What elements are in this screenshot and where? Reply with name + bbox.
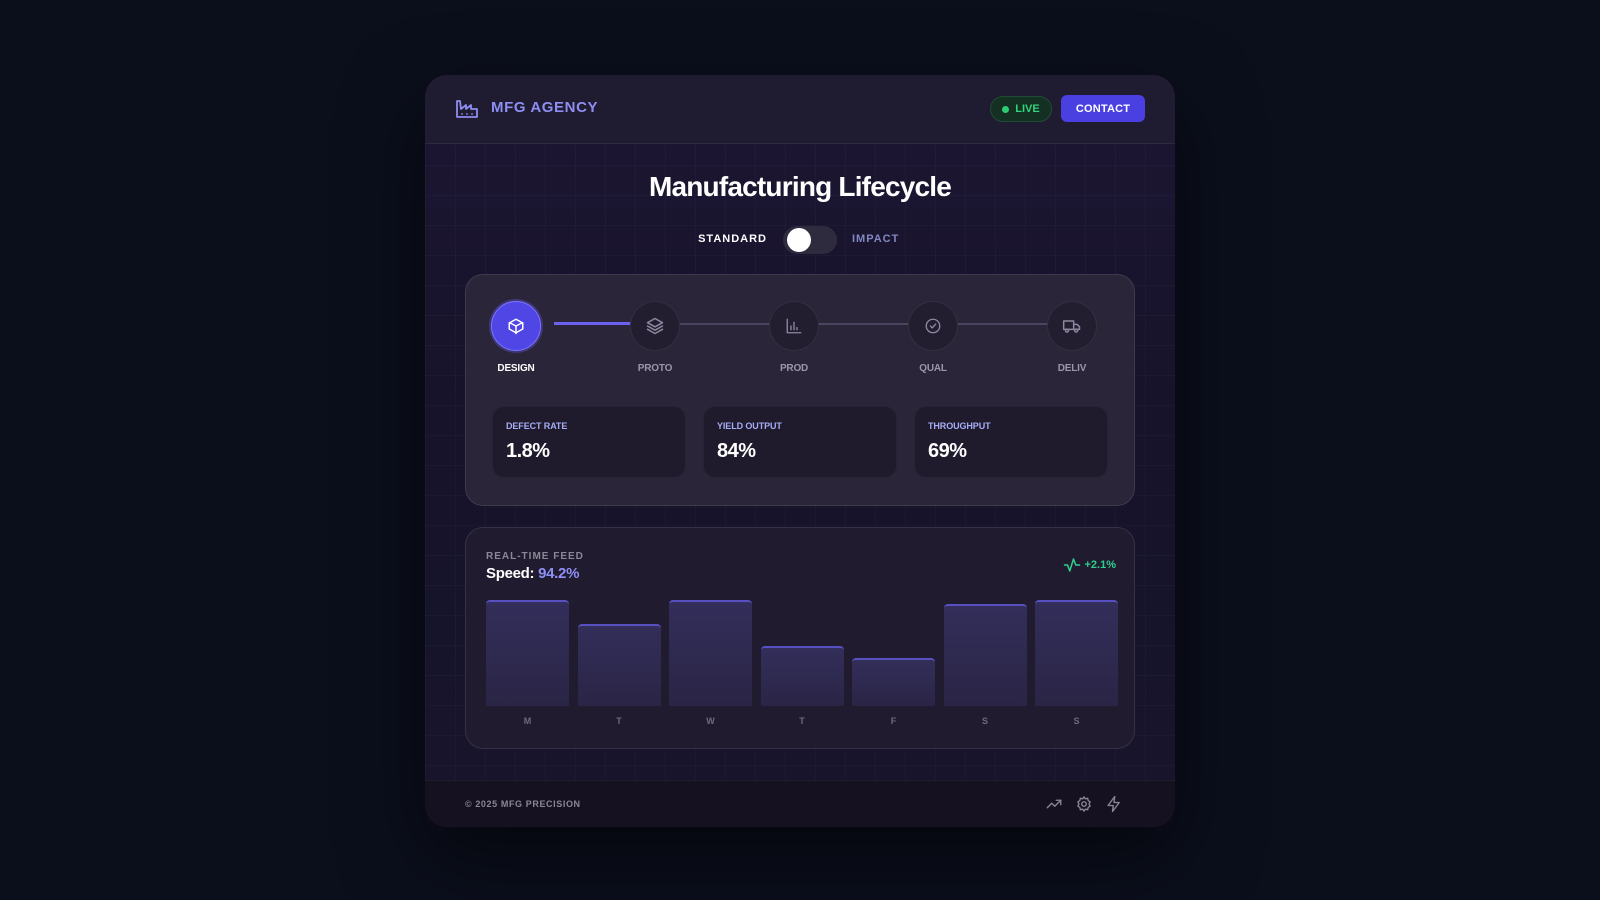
- metric-value: 84%: [717, 440, 756, 462]
- metric-card-throughput: THROUGHPUT 69%: [914, 406, 1108, 478]
- metric-value: 1.8%: [506, 440, 550, 462]
- truck-icon: [1062, 320, 1081, 333]
- step-proto-circle[interactable]: [630, 301, 680, 351]
- step-deliv[interactable]: DELIV: [1022, 301, 1122, 374]
- speed-readout: Speed: 94.2%: [486, 565, 579, 582]
- chart-bar: [1035, 600, 1118, 706]
- step-label: DELIV: [1057, 363, 1087, 374]
- metric-label: DEFECT RATE: [506, 421, 568, 431]
- chart-x-tick-label: F: [890, 716, 897, 726]
- step-label: PROD: [779, 363, 809, 374]
- step-design[interactable]: DESIGN: [466, 301, 566, 374]
- live-dot-icon: [1002, 105, 1010, 113]
- step-label: DESIGN: [497, 363, 535, 374]
- chart-x-tick-label: S: [981, 716, 988, 726]
- app-card: MFG AGENCY LIVE CONTACT Manufacturing Li…: [425, 75, 1175, 827]
- cube-icon: [508, 318, 524, 335]
- chart-bar: [852, 658, 935, 706]
- zap-icon[interactable]: [1105, 795, 1123, 813]
- settings-icon[interactable]: [1075, 795, 1093, 813]
- chart-bar: [486, 600, 569, 706]
- toggle-knob[interactable]: [787, 228, 811, 252]
- step-label: PROTO: [637, 363, 673, 374]
- toggle-label-impact[interactable]: IMPACT: [852, 233, 900, 245]
- bar-chart-icon: [786, 318, 802, 334]
- speed-label: Speed:: [486, 565, 535, 582]
- chart-x-tick-label: T: [799, 716, 805, 726]
- chart-x-tick-label: S: [1073, 716, 1080, 726]
- chart-x-tick-label: M: [523, 716, 532, 726]
- chart-bar: [760, 646, 844, 706]
- metric-label: THROUGHPUT: [928, 421, 991, 431]
- chart-bar: [669, 600, 752, 706]
- footer: © 2025 MFG PRECISION: [425, 780, 1175, 827]
- step-prod-circle[interactable]: [769, 301, 819, 351]
- step-design-circle[interactable]: [491, 301, 541, 351]
- feed-label: REAL-TIME FEED: [486, 551, 584, 562]
- chart-x-tick-label: W: [706, 716, 715, 726]
- toggle-label-standard[interactable]: STANDARD: [698, 233, 767, 245]
- metric-card-defect-rate: DEFECT RATE 1.8%: [492, 406, 686, 478]
- chart-bar: [943, 604, 1027, 706]
- mode-toggle[interactable]: [783, 226, 837, 254]
- page-title: Manufacturing Lifecycle: [648, 171, 952, 202]
- chart-bar: [577, 624, 661, 706]
- trend-indicator: +2.1%: [1063, 556, 1117, 574]
- factory-icon: [456, 100, 478, 118]
- check-circle-icon: [925, 318, 941, 334]
- live-badge: LIVE: [990, 96, 1052, 122]
- activity-icon: [1063, 558, 1080, 572]
- metric-card-yield-output: YIELD OUTPUT 84%: [703, 406, 897, 478]
- bar-chart: [486, 596, 1118, 706]
- step-qual-circle[interactable]: [908, 301, 958, 351]
- mode-toggle-row: STANDARD IMPACT: [425, 224, 1175, 254]
- step-label: QUAL: [919, 363, 947, 374]
- live-label: LIVE: [1015, 103, 1040, 115]
- contact-button[interactable]: CONTACT: [1061, 95, 1145, 122]
- lifecycle-panel: DESIGN PROTO PROD QU: [465, 274, 1135, 506]
- brand-name[interactable]: MFG AGENCY: [491, 99, 599, 116]
- copyright: © 2025 MFG PRECISION: [465, 799, 581, 809]
- layers-icon: [646, 317, 664, 335]
- trend-value: +2.1%: [1084, 559, 1117, 571]
- chart-x-tick-label: T: [616, 716, 622, 726]
- metric-label: YIELD OUTPUT: [717, 421, 782, 431]
- step-qual[interactable]: QUAL: [883, 301, 983, 374]
- metric-value: 69%: [928, 440, 967, 462]
- lifecycle-progress: [554, 322, 678, 325]
- step-prod[interactable]: PROD: [744, 301, 844, 374]
- trending-up-icon[interactable]: [1045, 795, 1063, 813]
- step-deliv-circle[interactable]: [1047, 301, 1097, 351]
- speed-value: 94.2%: [538, 565, 580, 582]
- realtime-feed-panel: REAL-TIME FEED Speed: 94.2% +2.1% M T W T F S…: [465, 527, 1135, 749]
- header: MFG AGENCY LIVE CONTACT: [425, 75, 1175, 144]
- step-proto[interactable]: PROTO: [605, 301, 705, 374]
